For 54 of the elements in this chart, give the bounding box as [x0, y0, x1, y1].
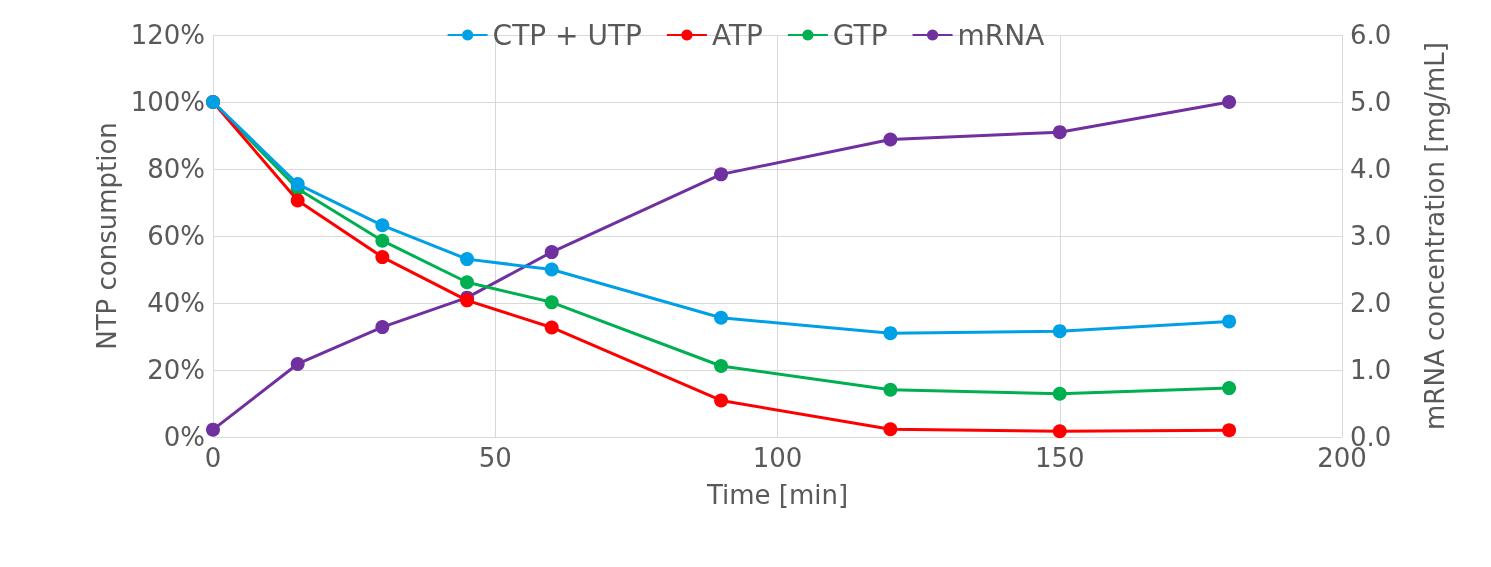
point [460, 252, 475, 267]
y2-tick-label: 5.0 [1350, 87, 1392, 117]
point [883, 132, 898, 147]
x-tick-label: 0 [204, 443, 222, 473]
y2-tick-label: 6.0 [1350, 20, 1392, 50]
legend-label: ATP [711, 18, 763, 52]
point [1222, 95, 1237, 109]
y-axis-title: NTP consumption [91, 122, 122, 350]
point [544, 295, 559, 310]
point [1052, 386, 1067, 401]
point [206, 422, 220, 437]
y-tick-label: 60% [147, 221, 205, 251]
y-tick-label: 0% [163, 422, 205, 452]
y-tick-label: 20% [147, 355, 205, 385]
legend-label: GTP [832, 18, 888, 52]
point [1222, 381, 1237, 396]
point [375, 218, 390, 233]
point [714, 310, 729, 325]
point [714, 358, 729, 373]
point [544, 320, 559, 335]
point [1222, 314, 1237, 329]
point [460, 275, 475, 290]
y2-tick-label: 1.0 [1350, 355, 1392, 385]
point [883, 326, 898, 341]
x-tick-label: 100 [752, 443, 803, 473]
x-tick-label: 150 [1034, 443, 1085, 473]
legend-label: CTP + UTP [492, 18, 642, 52]
point [1052, 324, 1067, 339]
point [375, 233, 390, 248]
point [290, 193, 305, 208]
point [544, 262, 559, 277]
y-tick-label: 120% [130, 20, 205, 50]
point [375, 320, 390, 335]
y2-tick-label: 3.0 [1350, 221, 1392, 251]
point [375, 250, 390, 265]
point [883, 382, 898, 397]
y2-tick-label: 4.0 [1350, 154, 1392, 184]
point [290, 356, 305, 371]
point [1222, 423, 1237, 438]
y-tick-label: 100% [130, 87, 205, 117]
y-tick-label: 40% [147, 288, 205, 318]
y2-tick-label: 2.0 [1350, 288, 1392, 318]
point [714, 393, 729, 408]
point [290, 177, 305, 192]
point [1052, 125, 1067, 140]
y-tick-label: 80% [147, 154, 205, 184]
point [883, 422, 898, 437]
legend-label: mRNA [957, 18, 1045, 52]
y2-axis-title: mRNA concentration [mg/mL] [1420, 42, 1450, 430]
x-axis-title: Time [min] [705, 480, 849, 510]
point [544, 245, 559, 260]
point [1052, 424, 1067, 439]
x-tick-label: 50 [478, 443, 512, 473]
point [714, 167, 729, 182]
